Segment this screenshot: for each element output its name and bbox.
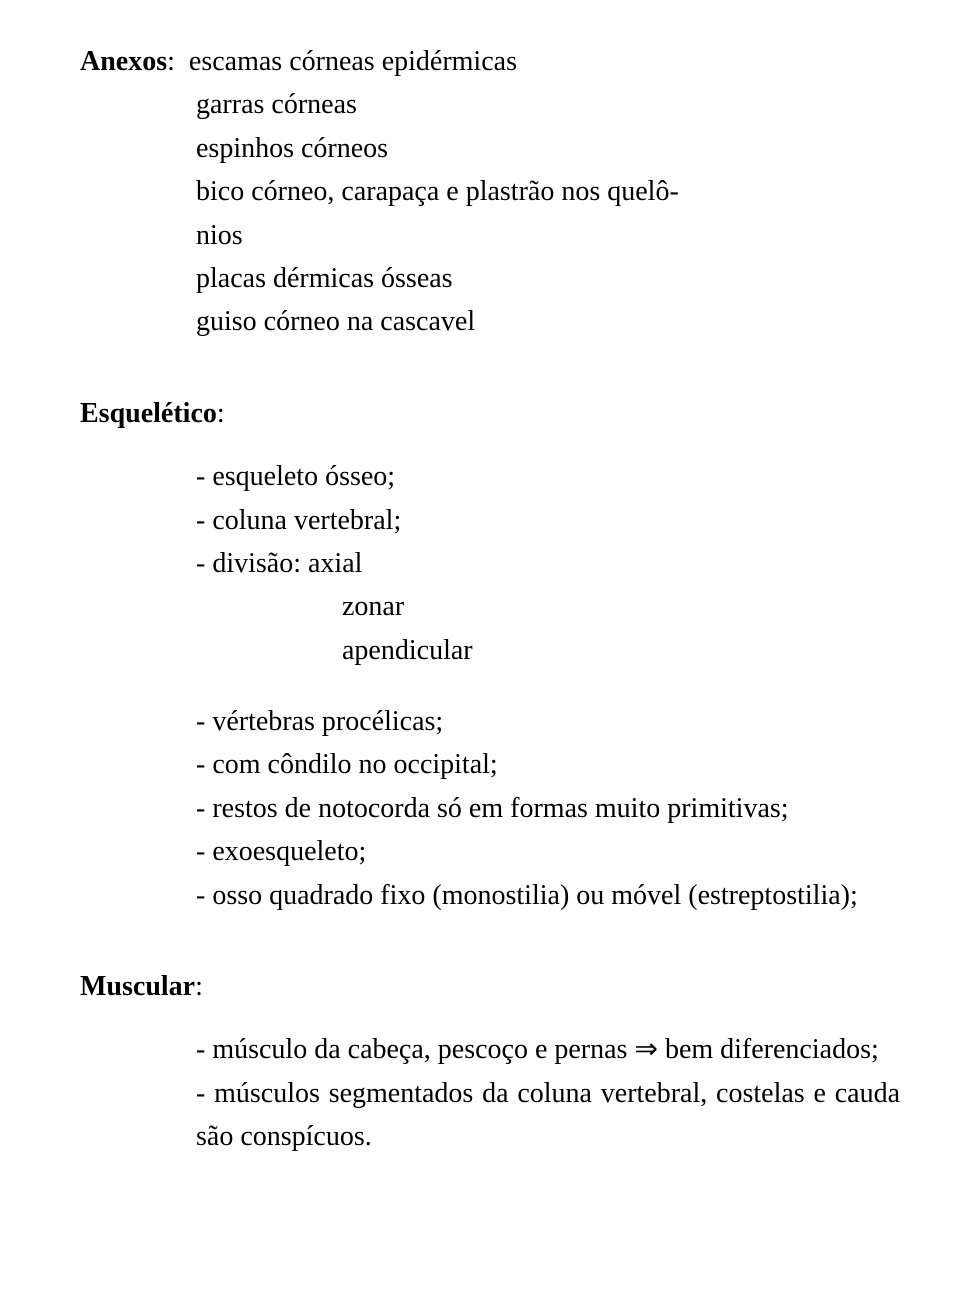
- esq-divisao-sub-0: zonar: [80, 585, 900, 628]
- anexos-colon: :: [167, 46, 189, 77]
- esq-item2-1: - com côndilo no occipital;: [80, 743, 900, 786]
- esq-item-1: - coluna vertebral;: [80, 499, 900, 542]
- anexos-line-0: escamas córneas epidérmicas: [189, 40, 517, 83]
- section-esqueletico: Esquelético: - esqueleto ósseo; - coluna…: [80, 392, 900, 917]
- section-muscular: Muscular: - músculo da cabeça, pescoço e…: [80, 965, 900, 1159]
- esq-item2-0: - vértebras procélicas;: [80, 700, 900, 743]
- anexos-line-5: placas dérmicas ósseas: [80, 257, 900, 300]
- section-anexos: Anexos: escamas córneas epidérmicas garr…: [80, 40, 900, 344]
- esq-item-0: - esqueleto ósseo;: [80, 455, 900, 498]
- anexos-label-text: Anexos: [80, 46, 167, 77]
- anexos-label: Anexos:: [80, 40, 189, 83]
- muscular-label: Muscular: [80, 971, 195, 1002]
- muscular-colon: :: [195, 971, 203, 1002]
- arrow-icon: ⇒: [634, 1034, 657, 1065]
- esq-item2-3: - exoesqueleto;: [80, 830, 900, 873]
- muscular-heading: Muscular:: [80, 965, 900, 1008]
- muscular-line-2: - músculos segmentados da coluna vertebr…: [80, 1072, 900, 1159]
- muscular-line1-pre: - músculo da cabeça, pescoço e pernas: [196, 1034, 634, 1065]
- esq-divisao-sub-1: apendicular: [80, 629, 900, 672]
- esqueletico-block-2: - vértebras procélicas; - com côndilo no…: [80, 700, 900, 917]
- esqueletico-label: Esquelético: [80, 398, 217, 429]
- anexos-line-1: garras córneas: [80, 83, 900, 126]
- muscular-body: - músculo da cabeça, pescoço e pernas ⇒ …: [80, 1028, 900, 1158]
- muscular-line-1: - músculo da cabeça, pescoço e pernas ⇒ …: [80, 1028, 900, 1071]
- esq-osso-line: - osso quadrado fixo (monostilia) ou móv…: [80, 874, 900, 917]
- anexos-line-2: espinhos córneos: [80, 127, 900, 170]
- esq-item-2: - divisão: axial: [80, 542, 900, 585]
- anexos-line-3: bico córneo, carapaça e plastrão nos que…: [80, 170, 900, 213]
- anexos-first-line: Anexos: escamas córneas epidérmicas: [80, 40, 900, 83]
- anexos-line-4: nios: [80, 214, 900, 257]
- esqueletico-block-1: - esqueleto ósseo; - coluna vertebral; -…: [80, 455, 900, 672]
- muscular-line1-post: bem diferenciados;: [658, 1034, 879, 1065]
- esqueletico-colon: :: [217, 398, 225, 429]
- anexos-line-6: guiso córneo na cascavel: [80, 300, 900, 343]
- esq-item2-2: - restos de notocorda só em formas muito…: [80, 787, 900, 830]
- esqueletico-heading: Esquelético:: [80, 392, 900, 435]
